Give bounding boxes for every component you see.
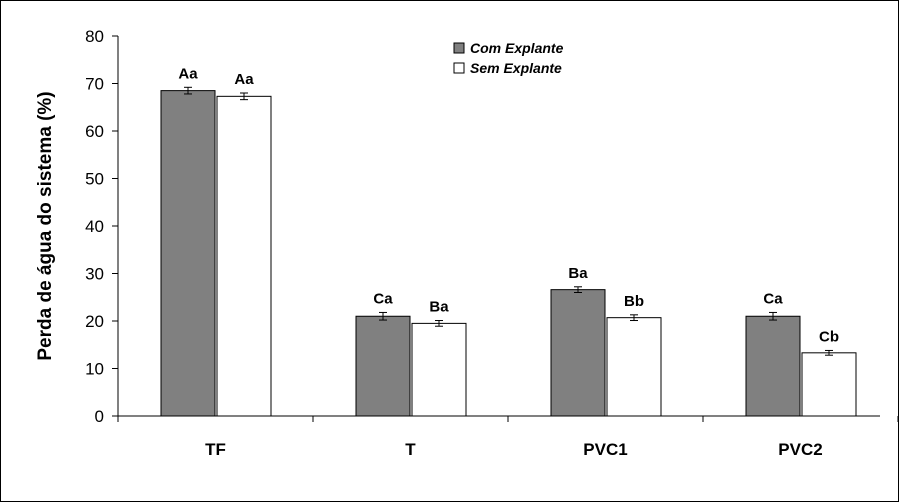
bar xyxy=(606,317,662,417)
chart-bar-labels: Aa Ca Ba Ca Aa Ba Bb Cb xyxy=(178,65,839,345)
bar xyxy=(216,95,272,417)
y-tick-label: 60 xyxy=(85,122,104,141)
bar xyxy=(745,315,801,417)
y-tick-label: 80 xyxy=(85,27,104,46)
y-tick-label: 20 xyxy=(85,312,104,331)
x-tick-label: PVC1 xyxy=(583,440,627,459)
bar xyxy=(355,315,411,417)
legend-entry: Sem Explante xyxy=(470,60,562,76)
legend-swatch xyxy=(453,62,465,74)
y-axis-label: Perda de água do sistema (%) xyxy=(35,91,56,360)
bar-data-label: Bb xyxy=(624,293,644,310)
y-tick-label: 40 xyxy=(85,217,104,236)
chart-bars xyxy=(160,86,857,417)
y-tick-label: 30 xyxy=(85,265,104,284)
legend-swatch xyxy=(453,42,465,54)
y-tick-label: 10 xyxy=(85,360,104,379)
legend-entry: Com Explante xyxy=(470,40,564,56)
bar-data-label: Ba xyxy=(429,299,449,316)
bar xyxy=(550,289,606,417)
x-tick-label: PVC2 xyxy=(778,440,822,459)
x-tick-label: TF xyxy=(205,440,226,459)
y-tick-label: 70 xyxy=(85,75,104,94)
bar-data-label: Ba xyxy=(568,265,588,282)
y-tick-label: 50 xyxy=(85,170,104,189)
bar xyxy=(160,90,216,417)
bar xyxy=(801,352,857,417)
x-tick-label: T xyxy=(405,440,416,459)
chart-legend: Com Explante Sem Explante xyxy=(453,40,564,76)
y-tick-label: 0 xyxy=(95,407,104,426)
bar-data-label: Aa xyxy=(178,65,198,82)
bar-data-label: Ca xyxy=(373,290,393,307)
bar-data-label: Cb xyxy=(819,328,839,345)
bar-data-label: Aa xyxy=(234,71,254,88)
bar-data-label: Ca xyxy=(763,290,783,307)
bar xyxy=(411,322,467,417)
